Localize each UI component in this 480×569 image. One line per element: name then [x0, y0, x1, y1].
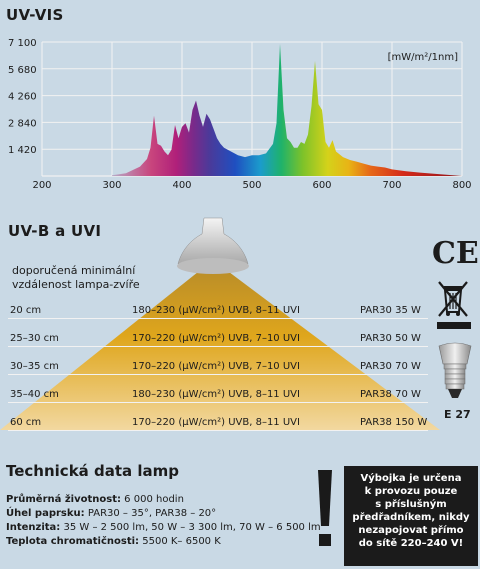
tech-title: Technická data lamp [6, 462, 180, 480]
y-tick-label: 5 680 [8, 65, 37, 76]
x-tick-label: 800 [452, 180, 471, 191]
spec-lifetime: Průměrná životnost: 6 000 hodin [6, 494, 184, 506]
row-divider [8, 430, 428, 431]
ce-mark-icon: CE [432, 236, 479, 271]
lamp-lens [177, 258, 249, 274]
light-beam [0, 217, 440, 430]
distance-label-line1: doporučená minimální [12, 264, 136, 277]
row-lamp: PAR30 50 W [360, 333, 421, 344]
spec-value: 5500 K– 6500 K [139, 536, 221, 547]
spec-color-temp: Teplota chromatičnosti: 5500 K– 6500 K [6, 536, 221, 548]
row-lamp: PAR38 70 W [360, 389, 421, 400]
uvvis-chart: 1 420 2 840 4 260 5 680 7 100 200 300 400 500 60… [8, 38, 472, 191]
weee-bin-icon [438, 281, 468, 317]
x-tick-label: 700 [382, 180, 401, 191]
table-row: 25–30 cm 170–220 (µW/cm²) UVB, 7–10 UVI … [8, 332, 428, 360]
spec-value: 35 W – 2 500 lm, 50 W – 3 300 lm, 70 W –… [60, 522, 321, 533]
row-spec: 170–220 (µW/cm²) UVB, 7–10 UVI [132, 333, 300, 344]
x-tick-label: 300 [102, 180, 121, 191]
y-tick-label: 2 840 [8, 118, 37, 129]
spectrum-area [112, 43, 462, 177]
row-divider [8, 346, 428, 347]
uvvis-title: UV-VIS [6, 6, 64, 24]
warning-line: s příslušným [375, 499, 447, 510]
row-distance: 35–40 cm [10, 389, 59, 400]
row-lamp: PAR30 35 W [360, 305, 421, 316]
warning-line: Výbojka je určena [360, 473, 462, 484]
row-divider [8, 318, 428, 319]
spec-label: Průměrná životnost: [6, 494, 121, 505]
x-tick-label: 600 [312, 180, 331, 191]
warning-line: nezapojovat přímo [358, 525, 464, 536]
spec-label: Úhel paprsku: [6, 508, 85, 519]
x-tick-label: 200 [32, 180, 51, 191]
beam-cone [0, 260, 440, 430]
row-distance: 60 cm [10, 417, 42, 428]
distance-label-line2: vzdálenost lampa-zvíře [12, 278, 140, 291]
warning-line: předřadníkem, nikdy [352, 512, 470, 523]
row-divider [8, 402, 428, 403]
row-spec: 180–230 (µW/cm²) UVB, 8–11 UVI [132, 389, 300, 400]
row-spec: 180–230 (µW/cm²) UVB, 8–11 UVI [132, 305, 300, 316]
table-row: 60 cm 170–220 (µW/cm²) UVB, 8–11 UVI PAR… [8, 416, 428, 444]
row-spec: 170–220 (µW/cm²) UVB, 7–10 UVI [132, 361, 300, 372]
e27-label: E 27 [444, 408, 471, 421]
x-tick-label: 400 [172, 180, 191, 191]
warning-line: k provozu pouze [364, 486, 458, 497]
row-distance: 25–30 cm [10, 333, 59, 344]
warning-box: Výbojka je určena k provozu pouze s přís… [344, 466, 478, 566]
y-tick-label: 1 420 [8, 145, 37, 156]
e27-bulb-icon [438, 342, 472, 398]
spec-label: Teplota chromatičnosti: [6, 536, 140, 547]
row-spec: 170–220 (µW/cm²) UVB, 8–11 UVI [132, 417, 300, 428]
x-tick-label: 500 [242, 180, 261, 191]
table-row: 30–35 cm 170–220 (µW/cm²) UVB, 7–10 UVI … [8, 360, 428, 388]
table-row: 20 cm 180–230 (µW/cm²) UVB, 8–11 UVI PAR… [8, 304, 428, 332]
exclamation-icon [318, 470, 332, 546]
y-tick-label: 4 260 [8, 92, 37, 103]
spec-value: PAR30 – 35°, PAR38 – 20° [84, 508, 217, 519]
y-tick-label: 7 100 [8, 38, 37, 49]
spec-value: 6 000 hodin [121, 494, 184, 505]
warning-line: do sítě 220–240 V! [358, 538, 464, 549]
row-distance: 30–35 cm [10, 361, 59, 372]
spec-beam-angle: Úhel paprsku: PAR30 – 35°, PAR38 – 20° [6, 508, 216, 520]
uvb-title: UV-B a UVI [8, 222, 102, 240]
row-lamp: PAR30 70 W [360, 361, 421, 372]
spec-intensity: Intenzita: 35 W – 2 500 lm, 50 W – 3 300… [6, 522, 321, 534]
row-distance: 20 cm [10, 305, 42, 316]
separator-bar-icon [437, 322, 471, 329]
row-lamp: PAR38 150 W [360, 417, 428, 428]
lamp-icon [177, 217, 249, 265]
spec-label: Intenzita: [6, 522, 61, 533]
unit-label: [mW/m²/1nm] [388, 52, 458, 63]
table-row: 35–40 cm 180–230 (µW/cm²) UVB, 8–11 UVI … [8, 388, 428, 416]
distance-label: doporučená minimální vzdálenost lampa-zv… [12, 264, 192, 292]
row-divider [8, 374, 428, 375]
